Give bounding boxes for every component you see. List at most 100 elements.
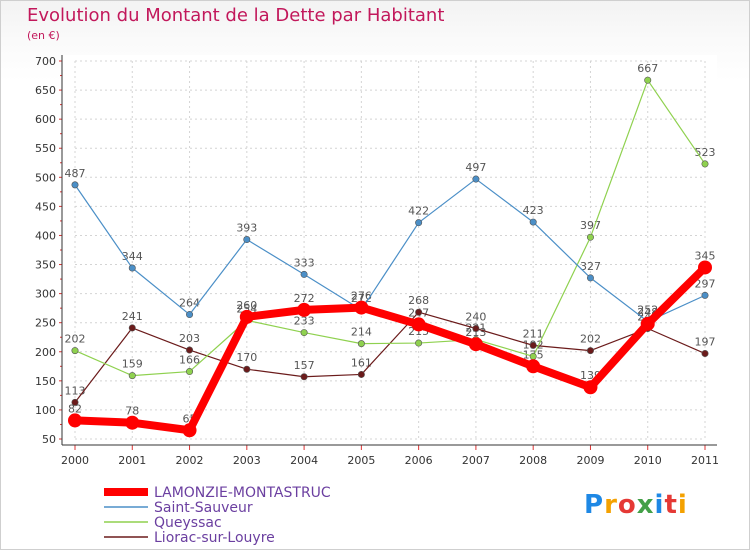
y-tick-label: 300 [35, 288, 56, 301]
x-tick-label: 2003 [233, 454, 261, 467]
data-point [586, 347, 594, 355]
y-tick-label: 550 [35, 142, 56, 155]
data-point [243, 236, 251, 244]
data-point [300, 329, 308, 337]
data-label: 268 [408, 294, 429, 307]
data-point [300, 270, 308, 278]
data-label: 170 [236, 351, 257, 364]
data-label: 497 [465, 161, 486, 174]
data-label: 161 [351, 356, 372, 369]
data-point [125, 415, 140, 430]
data-point [529, 352, 537, 360]
series-line [71, 263, 709, 435]
data-point [243, 365, 251, 373]
proxiti-logo: Proxiti [584, 490, 688, 520]
data-point [586, 274, 594, 282]
y-tick-label: 400 [35, 229, 56, 242]
data-point [71, 398, 79, 406]
y-tick-label: 50 [42, 433, 56, 446]
y-tick-label: 700 [35, 55, 56, 68]
data-point [239, 309, 254, 324]
data-point [583, 380, 598, 395]
data-label: 233 [294, 315, 315, 328]
y-tick-label: 250 [35, 317, 56, 330]
data-label: 211 [523, 327, 544, 340]
data-label: 203 [179, 332, 200, 345]
chart-title: Evolution du Montant de la Dette par Hab… [27, 5, 445, 26]
data-point [300, 373, 308, 381]
data-point [468, 337, 483, 352]
data-point [701, 160, 709, 168]
series-line [74, 79, 706, 377]
data-label: 159 [122, 358, 143, 371]
data-point [186, 311, 194, 319]
data-point [415, 219, 423, 227]
data-point [186, 346, 194, 354]
data-label: 272 [294, 292, 315, 305]
data-point [411, 317, 426, 332]
plot-area [62, 55, 717, 445]
data-label: 241 [122, 310, 143, 323]
data-point [357, 340, 365, 348]
y-tick-label: 350 [35, 259, 56, 272]
data-point [526, 359, 541, 374]
data-label: 113 [65, 384, 86, 397]
data-label: 157 [294, 359, 315, 372]
data-point [357, 370, 365, 378]
data-point [128, 324, 136, 332]
data-point [472, 175, 480, 183]
data-label: 345 [695, 249, 716, 262]
x-tick-label: 2002 [176, 454, 204, 467]
data-point [186, 368, 194, 376]
data-label: 254 [236, 302, 257, 315]
data-label: 422 [408, 205, 429, 218]
data-point [68, 413, 82, 428]
legend-label: Liorac-sur-Louyre [154, 530, 275, 546]
y-tick-label: 100 [35, 404, 56, 417]
data-label: 166 [179, 354, 200, 367]
data-label: 264 [179, 297, 200, 310]
y-tick-label: 650 [35, 84, 56, 97]
x-tick-label: 2006 [405, 454, 433, 467]
data-label: 667 [637, 62, 658, 75]
data-point [354, 300, 369, 315]
series-queyssac [71, 76, 709, 380]
legend-label: Saint-Sauveur [154, 500, 253, 516]
data-point [182, 423, 197, 438]
data-label: 202 [580, 333, 601, 346]
y-tick-label: 450 [35, 200, 56, 213]
x-tick-label: 2004 [290, 454, 318, 467]
data-point [644, 76, 652, 84]
data-point [701, 291, 709, 299]
data-point [701, 350, 709, 358]
data-label: 202 [65, 333, 86, 346]
data-point [128, 264, 136, 272]
data-label: 297 [695, 277, 716, 290]
y-tick-label: 200 [35, 346, 56, 359]
data-point [529, 341, 537, 349]
x-tick-label: 2009 [576, 454, 604, 467]
y-tick-label: 500 [35, 171, 56, 184]
data-point [128, 372, 136, 380]
data-label: 78 [125, 405, 139, 418]
data-point [71, 181, 79, 189]
data-label: 327 [580, 260, 601, 273]
data-point [415, 339, 423, 347]
data-point [415, 308, 423, 316]
series-lamonzie-montastruc [68, 260, 712, 438]
data-label: 276 [351, 290, 372, 303]
data-point [698, 260, 712, 275]
data-label: 240 [465, 311, 486, 324]
legend-label: LAMONZIE-MONTASTRUC [154, 485, 331, 501]
x-tick-label: 2011 [691, 454, 719, 467]
data-label: 333 [294, 256, 315, 269]
x-tick-label: 2008 [519, 454, 547, 467]
x-tick-label: 2001 [118, 454, 146, 467]
data-point [297, 302, 312, 317]
x-tick-label: 2005 [347, 454, 375, 467]
x-tick-label: 2007 [462, 454, 490, 467]
data-label: 82 [68, 402, 82, 415]
y-tick-label: 150 [35, 375, 56, 388]
data-label: 397 [580, 219, 601, 232]
